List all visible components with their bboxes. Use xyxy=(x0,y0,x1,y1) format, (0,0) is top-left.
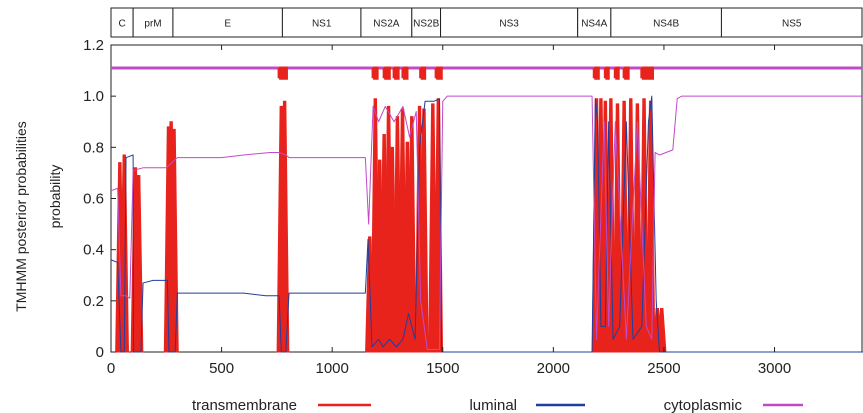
x-tick-label: 2000 xyxy=(537,360,570,377)
domain-label: E xyxy=(224,19,231,30)
topology-layer xyxy=(111,66,862,80)
transmembrane-peak xyxy=(419,108,429,353)
y-axis-title-inner: probability xyxy=(47,165,63,229)
domain-box xyxy=(411,7,442,38)
plot-frame xyxy=(110,44,863,353)
x-tick-label: 1500 xyxy=(426,360,459,377)
topology-tm-segment xyxy=(436,66,443,80)
topology-tm-segment xyxy=(641,66,654,80)
domain-label: prM xyxy=(144,19,161,30)
y-tick-label: 0.4 xyxy=(83,242,104,259)
topology-tm-segment xyxy=(279,66,288,80)
series-layer xyxy=(110,95,863,353)
domain-box xyxy=(360,7,413,38)
y-tick-label: 1.0 xyxy=(83,88,104,105)
y-tick-label: 0.8 xyxy=(83,139,104,156)
domain-label: NS2B xyxy=(413,19,439,30)
transmembrane-peak xyxy=(119,154,129,353)
domain-box xyxy=(440,7,579,38)
y-tick-label: 0.6 xyxy=(83,191,104,208)
domain-label: NS3 xyxy=(499,19,519,30)
topology-tm-segment xyxy=(394,66,400,80)
domain-box xyxy=(720,7,863,38)
y-tick-label: 1.2 xyxy=(83,37,104,54)
domain-label: NS1 xyxy=(312,19,332,30)
x-axis: 0 500 1000 1500 2000 2500 3000 xyxy=(107,45,791,377)
domain-label: NS5 xyxy=(782,19,802,30)
domain-label: NS2A xyxy=(373,19,399,30)
legend-label: transmembrane xyxy=(192,397,297,413)
x-tick-label: 0 xyxy=(107,360,115,377)
transmembrane-peak xyxy=(169,128,179,353)
topology-tm-segment xyxy=(420,66,427,80)
topology-tm-segment xyxy=(594,66,600,80)
x-tick-label: 500 xyxy=(209,360,234,377)
transmembrane-peak xyxy=(407,116,417,353)
y-tick-label: 0 xyxy=(96,344,104,361)
domain-label: NS4A xyxy=(581,19,607,30)
domain-box xyxy=(281,7,362,38)
x-tick-label: 1000 xyxy=(315,360,348,377)
domain-label: NS4B xyxy=(653,19,679,30)
domain-box xyxy=(610,7,722,38)
cytoplasmic-line xyxy=(110,95,863,350)
domain-box xyxy=(172,7,283,38)
domain-label: C xyxy=(118,19,125,30)
y-axis-title-outer: TMHMM posterior probabilities xyxy=(13,121,29,312)
luminal-line xyxy=(110,95,863,353)
y-axis: 0 0.2 0.4 0.6 0.8 1.0 1.2 xyxy=(83,37,116,361)
plot-area xyxy=(110,44,863,353)
topology-tm-segment xyxy=(373,66,379,80)
topology-tm-segment xyxy=(605,66,610,80)
topology-tm-segment xyxy=(384,66,391,80)
x-tick-label: 2500 xyxy=(647,360,680,377)
legend: transmembrane luminal cytoplasmic xyxy=(192,397,803,413)
legend-label: cytoplasmic xyxy=(664,397,743,413)
legend-label: luminal xyxy=(469,397,517,413)
x-tick-label: 3000 xyxy=(758,360,791,377)
topology-tm-segment xyxy=(402,66,409,80)
domain-box xyxy=(132,7,174,38)
y-tick-label: 0.2 xyxy=(83,293,104,310)
topology-tm-segment xyxy=(615,66,620,80)
topology-tm-segment xyxy=(624,66,630,80)
transmembrane-peak xyxy=(279,100,290,353)
